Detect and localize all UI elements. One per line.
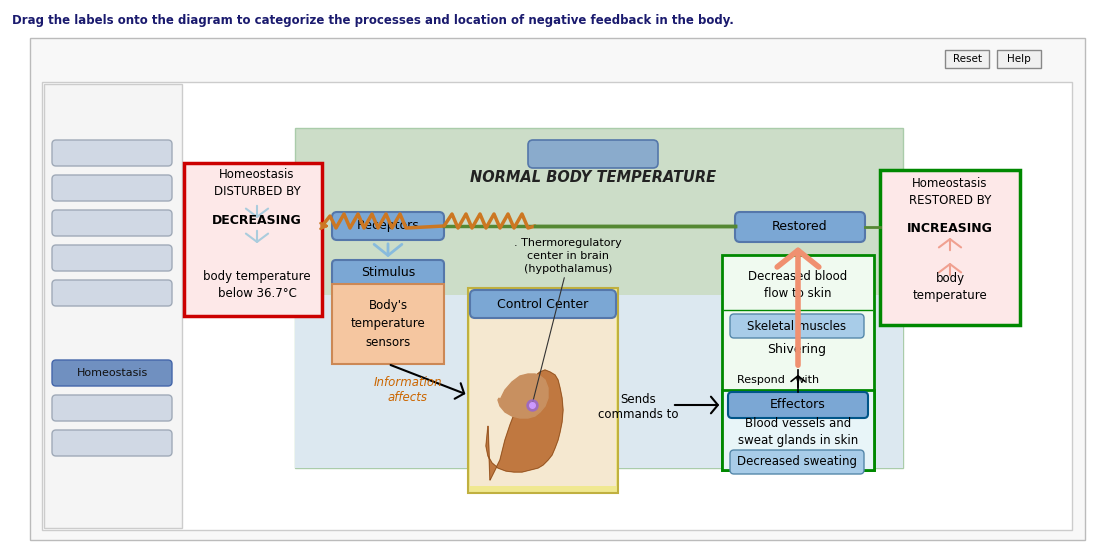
Bar <box>468 288 618 493</box>
Text: Homeostasis
DISTURBED BY: Homeostasis DISTURBED BY <box>213 168 301 198</box>
Text: Respond   with: Respond with <box>737 375 820 385</box>
Text: Receptors: Receptors <box>356 220 419 232</box>
Text: Control Center: Control Center <box>498 298 588 310</box>
Text: body temperature
below 36.7°C: body temperature below 36.7°C <box>204 270 311 300</box>
Text: Effectors: Effectors <box>770 399 826 411</box>
FancyBboxPatch shape <box>52 175 173 201</box>
Text: Decreased sweating: Decreased sweating <box>737 455 857 469</box>
Bar <box>42 82 1072 530</box>
Text: Stimulus: Stimulus <box>361 267 415 279</box>
FancyBboxPatch shape <box>730 314 864 338</box>
FancyBboxPatch shape <box>528 140 658 168</box>
Polygon shape <box>498 374 547 418</box>
Bar <box>44 84 182 528</box>
Text: Restored: Restored <box>772 220 827 233</box>
Text: INCREASING: INCREASING <box>907 221 993 235</box>
Bar <box>184 163 322 316</box>
Bar <box>470 318 616 486</box>
FancyBboxPatch shape <box>470 290 616 318</box>
Text: Sends
commands to: Sends commands to <box>597 393 678 421</box>
Bar <box>332 284 444 364</box>
FancyBboxPatch shape <box>52 430 173 456</box>
Bar <box>722 390 874 470</box>
FancyBboxPatch shape <box>730 450 864 474</box>
FancyBboxPatch shape <box>52 245 173 271</box>
FancyBboxPatch shape <box>52 360 173 386</box>
Text: Shivering: Shivering <box>768 343 826 357</box>
Polygon shape <box>486 370 563 480</box>
Text: Skeletal muscles: Skeletal muscles <box>748 320 846 332</box>
Text: Body's
temperature
sensors: Body's temperature sensors <box>351 300 426 348</box>
Text: Help: Help <box>1008 54 1031 64</box>
Text: DECREASING: DECREASING <box>212 214 302 226</box>
Text: Homeostasis: Homeostasis <box>76 368 147 378</box>
Bar <box>997 50 1041 68</box>
Text: NORMAL BODY TEMPERATURE: NORMAL BODY TEMPERATURE <box>470 171 716 185</box>
FancyBboxPatch shape <box>728 392 868 418</box>
Text: Homeostasis
RESTORED BY: Homeostasis RESTORED BY <box>909 177 991 207</box>
Text: Drag the labels onto the diagram to categorize the processes and location of neg: Drag the labels onto the diagram to cate… <box>12 14 734 27</box>
FancyBboxPatch shape <box>735 212 865 242</box>
FancyBboxPatch shape <box>332 260 444 286</box>
FancyBboxPatch shape <box>52 210 173 236</box>
Bar <box>295 128 902 468</box>
FancyBboxPatch shape <box>332 212 444 240</box>
Text: Information
affects: Information affects <box>374 376 442 404</box>
Text: Reset: Reset <box>952 54 981 64</box>
FancyBboxPatch shape <box>52 280 173 306</box>
Text: . Thermoregulatory
center in brain
(hypothalamus): . Thermoregulatory center in brain (hypo… <box>514 238 622 274</box>
Bar <box>295 295 902 468</box>
Bar <box>945 50 989 68</box>
FancyBboxPatch shape <box>52 395 173 421</box>
Text: Decreased blood
flow to skin: Decreased blood flow to skin <box>749 270 847 300</box>
Text: body
temperature: body temperature <box>912 272 988 302</box>
Bar <box>880 170 1020 325</box>
FancyBboxPatch shape <box>52 140 173 166</box>
Text: Blood vessels and
sweat glands in skin: Blood vessels and sweat glands in skin <box>738 417 858 447</box>
Bar <box>722 255 874 470</box>
